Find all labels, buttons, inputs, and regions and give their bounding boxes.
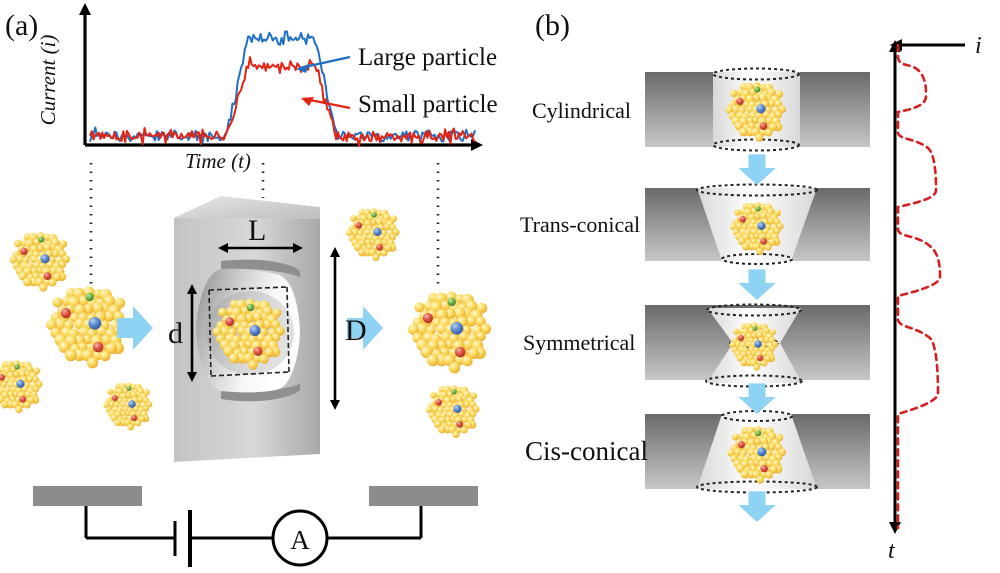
svg-text:Symmetrical: Symmetrical xyxy=(523,330,635,355)
svg-text:Cis-conical: Cis-conical xyxy=(525,436,648,466)
svg-text:A: A xyxy=(290,525,310,555)
svg-text:Cylindrical: Cylindrical xyxy=(532,98,631,123)
svg-text:Large particle: Large particle xyxy=(358,44,497,71)
svg-text:L: L xyxy=(248,214,266,247)
svg-text:d: d xyxy=(168,317,183,350)
svg-text:Current (i): Current (i) xyxy=(36,35,60,126)
svg-text:i: i xyxy=(975,33,982,59)
svg-text:Trans-conical: Trans-conical xyxy=(520,212,640,237)
svg-text:(b): (b) xyxy=(535,9,570,42)
svg-text:Small particle: Small particle xyxy=(358,91,498,118)
svg-text:t: t xyxy=(888,538,896,564)
svg-text:(a): (a) xyxy=(5,9,38,42)
svg-text:D: D xyxy=(345,314,367,347)
svg-text:Time (t): Time (t) xyxy=(185,149,251,173)
